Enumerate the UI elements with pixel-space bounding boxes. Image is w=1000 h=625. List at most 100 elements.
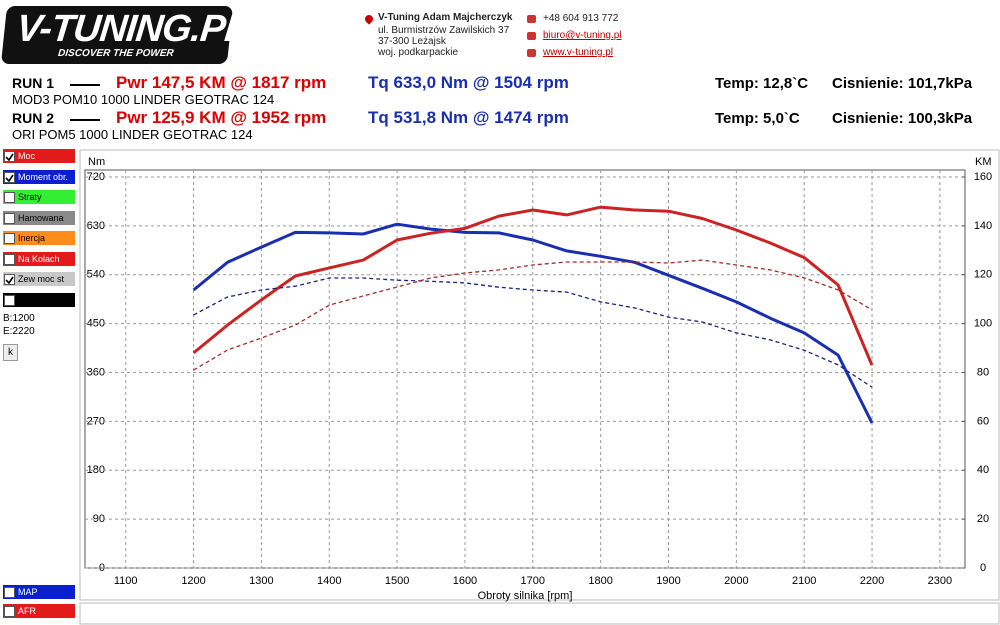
run-temp: Temp: 5,0`C xyxy=(715,110,800,127)
y2-tick-label: 80 xyxy=(977,366,989,378)
x-tick-label: 2200 xyxy=(860,575,884,587)
checkbox-box xyxy=(4,606,15,617)
x-tick-label: 1400 xyxy=(317,575,341,587)
run-line xyxy=(70,119,100,121)
checkbox-label: Inercja xyxy=(18,233,46,243)
pin-icon xyxy=(363,13,375,25)
phone-icon xyxy=(527,15,536,23)
y-tick-label: 360 xyxy=(87,366,105,378)
check-mark xyxy=(5,153,14,162)
x-tick-label: 2300 xyxy=(928,575,952,587)
run-torque: Tq 633,0 Nm @ 1504 rpm xyxy=(368,73,569,92)
y-tick-label: 540 xyxy=(87,269,105,281)
logo-text: V-TUNING.PL xyxy=(14,8,250,50)
y-axis-label: Nm xyxy=(88,156,105,168)
checkbox[interactable]: Inercja xyxy=(3,231,75,245)
checkbox-label: AFR xyxy=(18,606,36,616)
chart-frame xyxy=(79,149,1000,601)
plot-area xyxy=(84,169,966,569)
y2-tick-label: 60 xyxy=(977,415,989,427)
y-tick-label: 450 xyxy=(87,318,105,330)
checkbox-box xyxy=(4,233,15,244)
run-label: RUN 2 xyxy=(12,110,55,126)
address: woj. podkarpackie xyxy=(378,47,459,58)
run-temp: Temp: 12,8`C xyxy=(715,75,809,92)
series-line xyxy=(193,277,873,388)
y2-tick-label: 40 xyxy=(977,464,989,476)
checkbox-label: Moment obr. xyxy=(18,171,69,182)
checkbox-label: Zew moc st xyxy=(18,274,65,284)
x-tick-label: 1900 xyxy=(656,575,680,587)
logo[interactable]: V-TUNING.PL DISCOVER THE POWER xyxy=(0,6,249,64)
y-tick-label: 720 xyxy=(87,171,105,183)
checkbox-label: Na Kolach xyxy=(18,253,60,264)
series-line xyxy=(192,205,874,366)
checkbox-box xyxy=(4,212,15,224)
run-torque: Tq 531,8 Nm @ 1474 rpm xyxy=(368,108,569,127)
x-tick-label: 1700 xyxy=(521,575,545,587)
x-tick-label: 1800 xyxy=(588,575,612,587)
checkbox[interactable]: MAP xyxy=(3,585,75,599)
begin: B:1200 xyxy=(3,313,35,324)
checkbox[interactable]: Zew moc st xyxy=(3,272,75,286)
checkbox[interactable]: Straty xyxy=(3,190,75,204)
run-description: MOD3 POM10 1000 LINDER GEOTRAC 124 xyxy=(12,92,275,107)
checkbox-box xyxy=(4,274,15,285)
check-mark xyxy=(5,276,14,285)
checkbox-box xyxy=(4,192,15,203)
y-tick-label: 270 xyxy=(87,415,105,427)
checkbox[interactable]: Moc xyxy=(3,149,75,163)
y2-tick-label: 160 xyxy=(974,171,992,183)
run-description: ORI POM5 1000 LINDER GEOTRAC 124 xyxy=(12,127,253,142)
y2-tick-label: 120 xyxy=(974,269,992,281)
mail-icon xyxy=(527,32,536,40)
web-icon xyxy=(527,49,536,57)
checkbox-box xyxy=(4,253,15,265)
run-power: Pwr 125,9 KM @ 1952 rpm xyxy=(116,108,327,127)
end: E:2220 xyxy=(3,326,35,337)
y2-axis-label: KM xyxy=(975,156,992,168)
checkbox[interactable] xyxy=(3,292,75,307)
checkbox-box xyxy=(4,294,15,306)
checkbox[interactable]: AFR xyxy=(3,604,75,618)
checkbox-box xyxy=(4,587,15,598)
checkbox[interactable]: Moment obr. xyxy=(3,169,75,184)
bottom-strip xyxy=(79,602,1000,625)
y2-tick-label: 20 xyxy=(977,513,989,525)
run-pressure: Cisnienie: 101,7kPa xyxy=(832,75,973,92)
address: ul. Burmistrzów Zawilskich 37 xyxy=(378,25,510,36)
x-axis-label: Obroty silnika [rpm] xyxy=(478,590,573,602)
y-tick-label: 0 xyxy=(99,562,105,574)
checkbox-box xyxy=(4,171,15,183)
y-tick-label: 180 xyxy=(87,464,105,476)
y-tick-label: 90 xyxy=(93,513,105,525)
company: V-Tuning Adam Majcherczyk xyxy=(378,12,513,23)
x-tick-label: 1300 xyxy=(249,575,273,587)
checkbox-label: Hamowana xyxy=(18,212,64,223)
x-tick-label: 2000 xyxy=(724,575,748,587)
checkbox-label: Straty xyxy=(18,192,42,202)
y2-tick-label: 100 xyxy=(974,318,992,330)
email[interactable]: biuro@v-tuning.pl xyxy=(543,30,622,41)
checkbox-label: MAP xyxy=(18,587,38,597)
y-tick-label: 630 xyxy=(87,220,105,232)
button[interactable]: k xyxy=(3,344,18,361)
run-line xyxy=(70,84,100,86)
series-line xyxy=(192,222,874,424)
web[interactable]: www.v-tuning.pl xyxy=(543,47,614,58)
run-pressure: Cisnienie: 100,3kPa xyxy=(832,110,973,127)
check-mark xyxy=(5,174,14,182)
x-tick-label: 1500 xyxy=(385,575,409,587)
x-tick-label: 1600 xyxy=(453,575,477,587)
checkbox[interactable]: Na Kolach xyxy=(3,251,75,266)
y2-tick-label: 140 xyxy=(974,220,992,232)
checkbox-box xyxy=(4,151,15,162)
address: 37-300 Leżajsk xyxy=(378,36,446,47)
series-line xyxy=(193,259,873,371)
y2-tick-label: 0 xyxy=(980,562,986,574)
x-tick-label: 2100 xyxy=(792,575,816,587)
phone: +48 604 913 772 xyxy=(543,13,619,24)
checkbox[interactable]: Hamowana xyxy=(3,210,75,225)
logo-slogan: DISCOVER THE POWER xyxy=(57,48,175,59)
